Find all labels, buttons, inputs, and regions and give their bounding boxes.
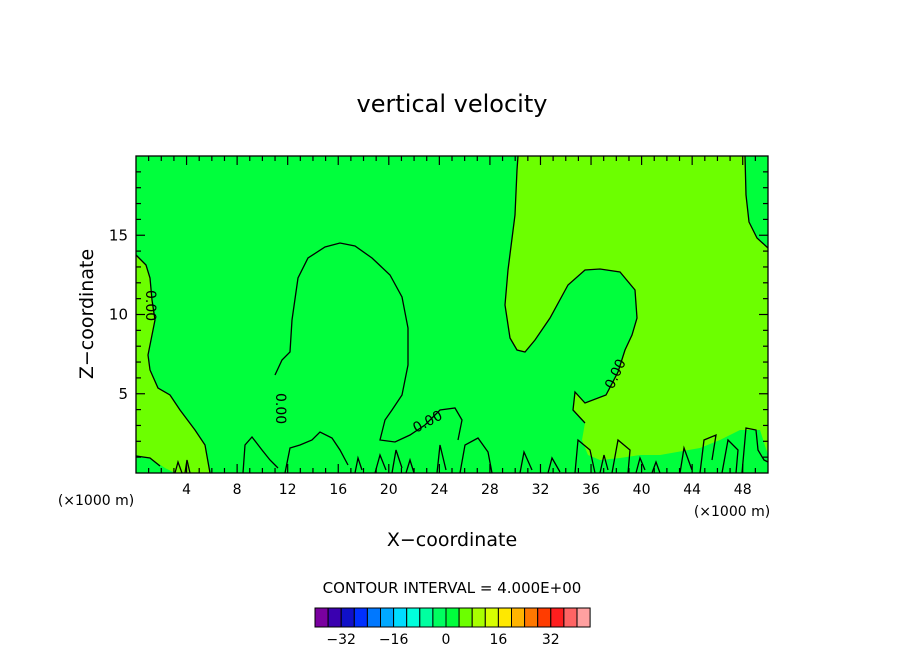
colorbar-swatch: [432, 607, 447, 628]
colorbar-swatch: [484, 607, 499, 628]
colorbar-tick-label: 32: [542, 632, 560, 648]
y-tick-label: 10: [109, 306, 128, 324]
colorbar-swatch: [550, 607, 565, 628]
colorbar-swatch: [366, 607, 381, 628]
colorbar-swatch: [576, 607, 591, 628]
colorbar-swatch: [406, 607, 421, 628]
neg-region-bubble: [268, 243, 500, 473]
x-tick-label: 20: [380, 482, 398, 498]
colorbar-tick-label: 16: [489, 632, 507, 648]
chart-title: vertical velocity: [357, 90, 548, 118]
x-tick-label: 8: [233, 482, 242, 498]
colorbar-swatch: [327, 607, 342, 628]
axis-ticks: [136, 156, 768, 473]
contour-interval-label: CONTOUR INTERVAL = 4.000E+00: [323, 579, 582, 597]
contour-bottom-wiggles: [135, 427, 769, 474]
colorbar-swatch: [511, 607, 526, 628]
x-tick-label: 4: [182, 482, 191, 498]
colorbar-tick-label: 0: [442, 632, 451, 648]
x-unit-left: (×1000 m): [58, 493, 134, 509]
x-axis-label: X−coordinate: [387, 529, 517, 551]
contour-bubble: [274, 242, 463, 443]
negative-velocity-regions: [136, 156, 768, 473]
colorbar-swatch: [314, 607, 329, 628]
y-tick-label: 5: [118, 385, 128, 403]
x-tick-label: 28: [481, 482, 499, 498]
x-tick-label: 12: [279, 482, 297, 498]
colorbar-swatch: [497, 607, 512, 628]
colorbar-swatch: [537, 607, 552, 628]
x-tick-label: 32: [532, 482, 550, 498]
colorbar-swatch: [458, 607, 473, 628]
colorbar-swatch: [471, 607, 486, 628]
colorbar-swatch: [393, 607, 408, 628]
colorbar-swatch: [340, 607, 355, 628]
contour-plot-area: 0.00 0.00 0.00 0.00 4 8 12 16 20 24 28 32 36 40 44…: [109, 155, 769, 498]
colorbar: [314, 607, 591, 628]
colorbar-swatch: [445, 607, 460, 628]
contour-left: [135, 254, 211, 474]
y-axis-label: Z−coordinate: [76, 249, 98, 379]
x-tick-label: 44: [683, 482, 701, 498]
colorbar-swatch: [353, 607, 368, 628]
x-tick-label: 48: [734, 482, 752, 498]
y-tick-label: 15: [109, 226, 128, 244]
zero-contour-lines: [135, 155, 769, 474]
x-unit-right: (×1000 m): [694, 504, 770, 520]
colorbar-tick-label: −32: [326, 632, 356, 648]
contour-label-bubble: 0.00: [272, 393, 288, 424]
colorbar-swatch: [563, 607, 578, 628]
x-tick-label: 36: [582, 482, 600, 498]
x-tick-label: 16: [329, 482, 347, 498]
contour-right: [744, 155, 769, 249]
x-tick-label: 24: [430, 482, 448, 498]
x-tick-label: 40: [633, 482, 651, 498]
colorbar-swatch: [380, 607, 395, 628]
colorbar-swatch: [419, 607, 434, 628]
colorbar-tick-label: −16: [379, 632, 409, 648]
colorbar-swatch: [524, 607, 539, 628]
colorbar-tick-labels: −32 −16 0 16 32: [326, 632, 559, 648]
contour-center: [504, 155, 638, 424]
contour-label-left: 0.00: [142, 290, 158, 321]
